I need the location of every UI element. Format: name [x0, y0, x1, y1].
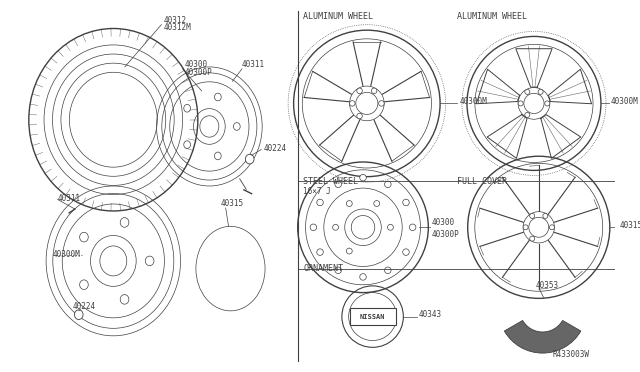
Ellipse shape	[317, 199, 323, 206]
Text: 40300P: 40300P	[184, 68, 212, 77]
Ellipse shape	[523, 225, 528, 230]
Text: ORNAMENT: ORNAMENT	[303, 263, 344, 273]
Ellipse shape	[214, 93, 221, 101]
Ellipse shape	[374, 201, 380, 206]
Ellipse shape	[79, 232, 88, 242]
Wedge shape	[504, 320, 581, 353]
Ellipse shape	[518, 87, 550, 119]
Ellipse shape	[387, 224, 394, 230]
FancyBboxPatch shape	[349, 308, 396, 325]
Text: 40312M: 40312M	[163, 23, 191, 32]
Ellipse shape	[214, 152, 221, 160]
Ellipse shape	[545, 101, 550, 106]
Ellipse shape	[245, 154, 254, 164]
Text: 40353: 40353	[536, 281, 559, 290]
Ellipse shape	[403, 199, 409, 206]
Ellipse shape	[346, 201, 352, 206]
Text: 40300M: 40300M	[611, 97, 638, 106]
Text: 40343: 40343	[419, 310, 442, 319]
Ellipse shape	[349, 101, 355, 106]
Ellipse shape	[335, 181, 342, 187]
Ellipse shape	[120, 218, 129, 227]
Ellipse shape	[549, 225, 554, 230]
Ellipse shape	[120, 295, 129, 304]
Ellipse shape	[385, 267, 391, 273]
Text: 40311: 40311	[58, 194, 81, 203]
Ellipse shape	[310, 224, 317, 231]
Ellipse shape	[403, 249, 409, 255]
Text: 40300M: 40300M	[53, 250, 81, 259]
Ellipse shape	[385, 181, 391, 187]
Text: 40224: 40224	[263, 144, 286, 153]
Ellipse shape	[234, 123, 240, 130]
Ellipse shape	[525, 112, 530, 118]
Ellipse shape	[410, 224, 416, 231]
Ellipse shape	[360, 274, 366, 280]
Ellipse shape	[379, 101, 384, 106]
Ellipse shape	[184, 105, 191, 112]
Ellipse shape	[371, 88, 377, 93]
Ellipse shape	[145, 256, 154, 266]
Ellipse shape	[346, 248, 352, 254]
Text: 40300: 40300	[184, 60, 207, 69]
Text: 40300M: 40300M	[460, 97, 487, 106]
Ellipse shape	[79, 280, 88, 289]
Ellipse shape	[543, 214, 548, 218]
Text: 40300: 40300	[432, 218, 455, 227]
Ellipse shape	[351, 215, 375, 239]
Ellipse shape	[530, 214, 534, 218]
Ellipse shape	[317, 249, 323, 255]
Ellipse shape	[356, 92, 378, 115]
Ellipse shape	[335, 267, 342, 273]
Text: R433003W: R433003W	[553, 350, 589, 359]
Text: ALUMINUM WHEEL: ALUMINUM WHEEL	[303, 12, 374, 21]
Text: 40315: 40315	[221, 199, 244, 208]
Ellipse shape	[349, 86, 384, 121]
Ellipse shape	[518, 101, 523, 106]
Text: FULL COVER: FULL COVER	[457, 177, 507, 186]
Ellipse shape	[523, 212, 554, 243]
Ellipse shape	[524, 93, 544, 113]
Text: NISSAN: NISSAN	[360, 314, 385, 320]
Text: 40311: 40311	[242, 60, 265, 69]
Ellipse shape	[74, 310, 83, 320]
Ellipse shape	[345, 209, 381, 246]
Ellipse shape	[333, 224, 339, 230]
Ellipse shape	[538, 89, 543, 94]
Text: STEEL WHEEL: STEEL WHEEL	[303, 177, 358, 186]
Text: 40315: 40315	[620, 221, 640, 230]
Text: ALUMINUM WHEEL: ALUMINUM WHEEL	[457, 12, 527, 21]
Text: 40312: 40312	[163, 16, 186, 25]
Ellipse shape	[525, 89, 530, 94]
Text: 16×7 J: 16×7 J	[303, 187, 332, 196]
Text: 40224: 40224	[73, 302, 96, 311]
Ellipse shape	[357, 113, 362, 119]
Ellipse shape	[529, 217, 548, 237]
Ellipse shape	[530, 236, 534, 241]
Ellipse shape	[184, 141, 191, 148]
Ellipse shape	[360, 174, 366, 181]
Text: 40300P: 40300P	[432, 230, 460, 238]
Ellipse shape	[357, 88, 362, 93]
